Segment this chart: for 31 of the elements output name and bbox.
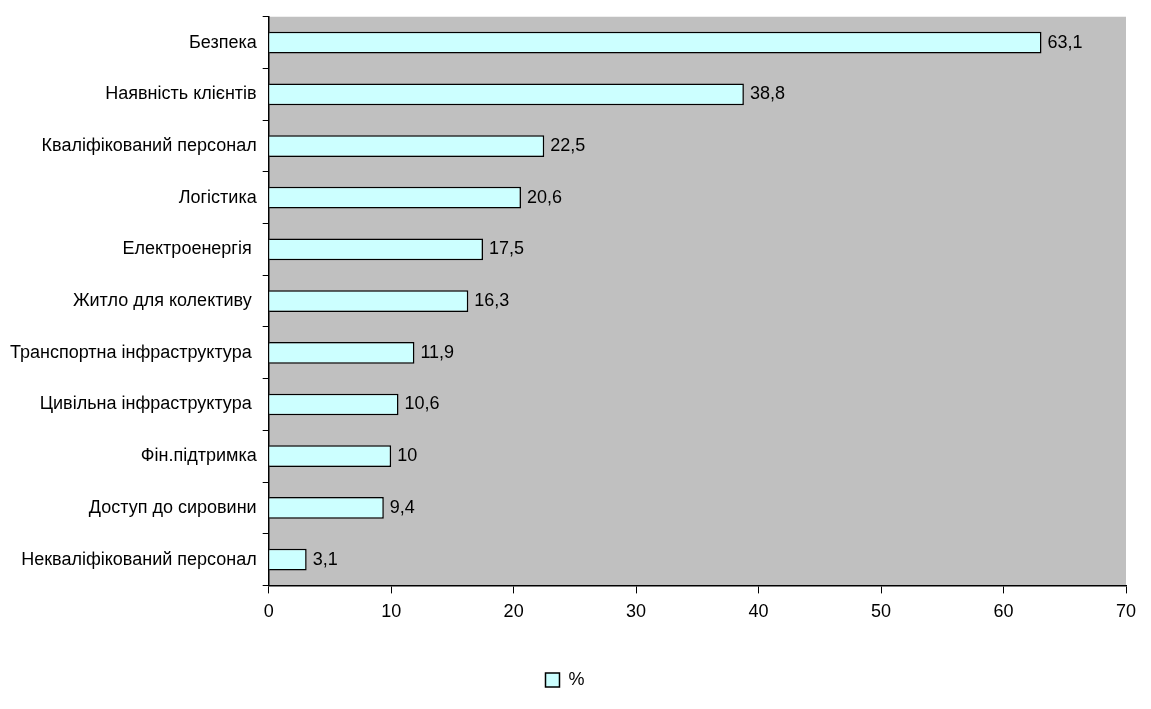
data-label: 38,8 [749, 83, 785, 104]
y-tick-label: Транспортна інфраструктура [10, 341, 257, 362]
data-label: 63,1 [1047, 31, 1083, 52]
x-tick-label: 40 [748, 601, 769, 622]
data-label: 17,5 [489, 238, 525, 259]
data-label: 10 [397, 445, 418, 466]
y-tick-label: Цивільна інфраструктура [39, 393, 257, 414]
x-tick-label: 10 [381, 601, 402, 622]
x-tick-label: 0 [263, 601, 274, 622]
x-tick-label: 70 [1115, 601, 1137, 622]
y-tick-label: Електроенергія [122, 238, 257, 259]
data-label: 10,6 [404, 393, 440, 414]
x-tick-label: 60 [993, 601, 1014, 622]
y-tick-label: Фін.підтримка [140, 445, 258, 466]
data-label: 3,1 [312, 548, 338, 569]
data-label: 20,6 [526, 186, 563, 207]
x-tick-label: 30 [626, 601, 647, 622]
x-tick-label: 50 [871, 601, 892, 622]
y-tick-label: Безпека [188, 31, 258, 52]
y-tick-label: Доступ до сировини [88, 496, 257, 517]
y-tick-label: Кваліфікований персонал [41, 135, 257, 155]
y-tick-label: Наявність клієнтів [105, 83, 257, 104]
data-label: 16,3 [474, 290, 510, 311]
y-tick-label: Логістика [178, 186, 258, 207]
data-label: 22,5 [550, 135, 586, 155]
y-tick-label: Некваліфікований персонал [21, 548, 257, 569]
legend-label: % [568, 668, 585, 689]
data-label: 9,4 [389, 496, 415, 517]
y-tick-label: Житло для колективу [72, 290, 257, 311]
x-tick-label: 20 [503, 601, 524, 622]
data-label: 11,9 [420, 341, 455, 362]
